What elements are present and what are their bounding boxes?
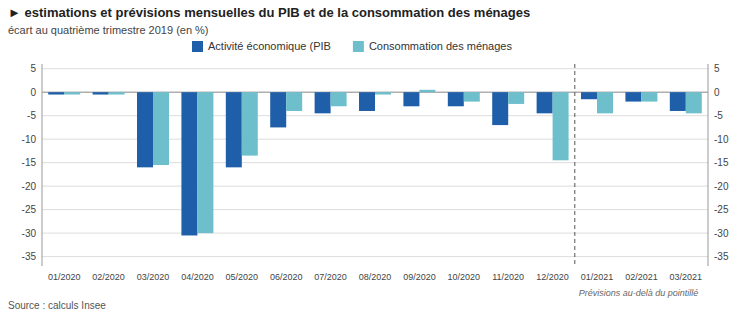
x-tick-label: 08/2020 [359, 272, 392, 282]
bar [197, 92, 213, 233]
y-tick-label: -25 [22, 204, 37, 215]
x-tick-label: 03/2020 [137, 272, 170, 282]
y2-tick-label: -35 [714, 251, 729, 262]
legend-swatch [353, 41, 364, 52]
x-tick-label: 12/2020 [536, 272, 569, 282]
bar [93, 92, 109, 94]
bar [537, 92, 553, 113]
bars [48, 90, 702, 236]
x-tick-label: 03/2021 [670, 272, 703, 282]
bar [315, 92, 331, 113]
bar [448, 92, 464, 106]
y2-tick-label: -25 [714, 204, 729, 215]
bar [137, 92, 153, 167]
bar [64, 92, 80, 94]
forecast-divider [574, 64, 575, 266]
bar [359, 92, 375, 111]
bar [686, 92, 702, 113]
bar [270, 92, 286, 127]
bar [464, 92, 480, 101]
y-tick-label: 5 [30, 63, 36, 74]
y-tick-label: -10 [22, 134, 37, 145]
x-tick-label: 11/2020 [492, 272, 524, 282]
bar [553, 92, 569, 160]
legend: Activité économique (PIB Consommation des… [192, 40, 512, 52]
y-tick-label: -5 [27, 110, 36, 121]
bar [226, 92, 242, 167]
y2-tick-label: 5 [714, 63, 720, 74]
x-tick-label: 10/2020 [448, 272, 481, 282]
grid-line [42, 233, 708, 234]
y2-tick-label: 0 [714, 87, 720, 98]
bar [419, 90, 435, 92]
bar [403, 92, 419, 106]
y2-tick-label: -30 [714, 228, 729, 239]
bar [153, 92, 169, 165]
annotation: Prévisions au-delà du pointillé [579, 288, 699, 298]
legend-swatch [192, 41, 203, 52]
legend-entry: Consommation des ménages [369, 40, 513, 52]
y2-tick-label: -5 [714, 110, 723, 121]
bar [581, 92, 597, 99]
legend-entry: Activité économique (PIB [208, 40, 331, 52]
x-tick-label: 01/2021 [581, 272, 614, 282]
source: Source : calculs Insee [8, 300, 106, 311]
y2-tick-label: -10 [714, 134, 729, 145]
grid-line [42, 68, 708, 69]
y-tick-label: -35 [22, 251, 37, 262]
bar [375, 92, 391, 94]
bar [242, 92, 258, 155]
x-tick-label: 02/2021 [625, 272, 658, 282]
bar [331, 92, 347, 106]
x-tick-label: 07/2020 [314, 272, 347, 282]
y-tick-label: -20 [22, 181, 37, 192]
y-tick-label: -15 [22, 157, 37, 168]
y2-axis-line [708, 64, 709, 266]
x-tick-label: 01/2020 [48, 272, 81, 282]
bar [286, 92, 302, 111]
grid-line [42, 209, 708, 210]
x-tick-label: 05/2020 [226, 272, 259, 282]
y-tick-label: 0 [30, 87, 36, 98]
bar [48, 92, 64, 94]
bar [109, 92, 125, 94]
x-tick-label: 04/2020 [181, 272, 214, 282]
y2-tick-label: -15 [714, 157, 729, 168]
grid-line [42, 256, 708, 257]
subtitle: écart au quatrième trimestre 2019 (en %) [8, 24, 209, 36]
y2-tick-label: -20 [714, 181, 729, 192]
x-tick-label: 06/2020 [270, 272, 303, 282]
chart: ► estimations et prévisions mensuelles d… [0, 0, 750, 315]
bar [492, 92, 508, 125]
bar [670, 92, 686, 111]
y-tick-label: -30 [22, 228, 37, 239]
bar [641, 92, 657, 101]
grid-line [42, 186, 708, 187]
title: ► estimations et prévisions mensuelles d… [8, 5, 530, 20]
bar [181, 92, 197, 235]
x-tick-label: 02/2020 [92, 272, 125, 282]
x-tick-label: 09/2020 [403, 272, 436, 282]
bar [625, 92, 641, 101]
y-axis-line [42, 64, 43, 266]
bar [597, 92, 613, 113]
bar [508, 92, 524, 104]
